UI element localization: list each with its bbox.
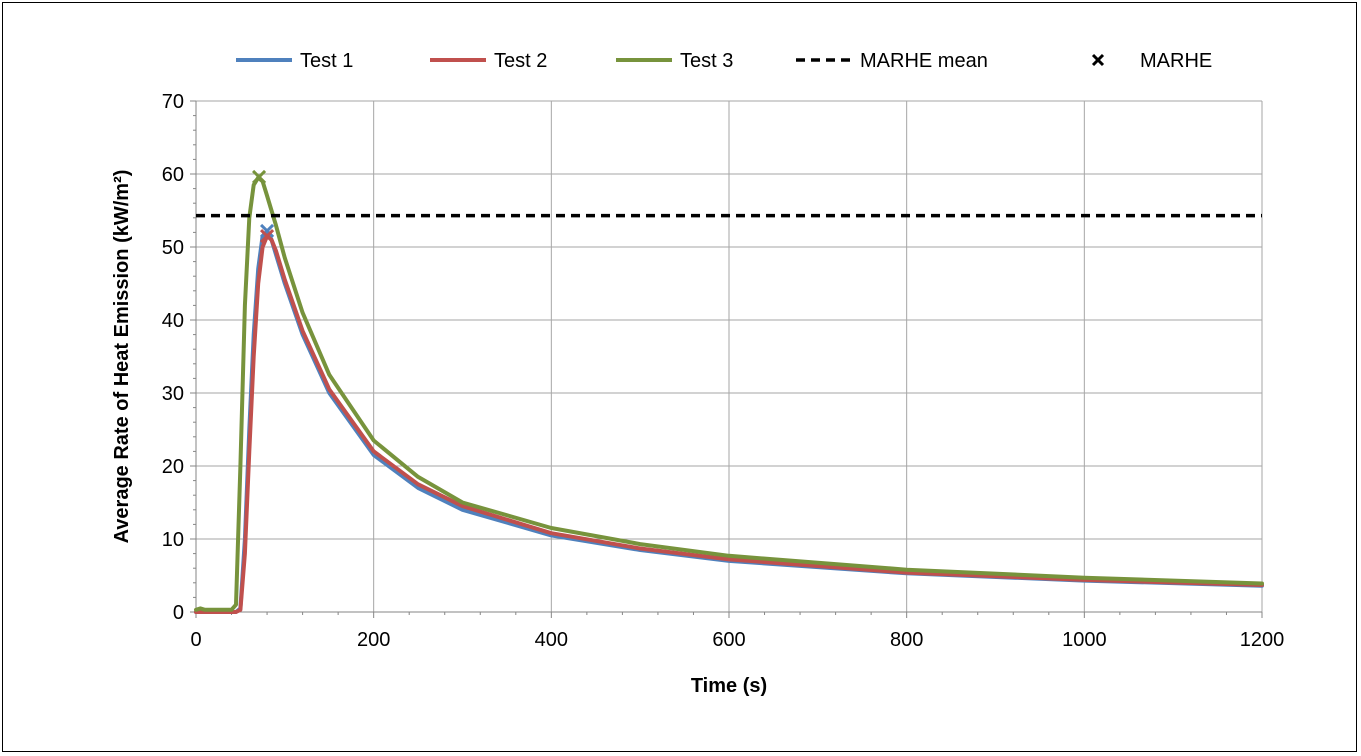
x-tick-labels: 0 200 400 600 800 1000 1200 (190, 629, 1284, 651)
marker-stroke (252, 169, 267, 184)
marker-stroke (260, 223, 275, 239)
x-tick-label: 0 (190, 629, 201, 651)
grid-lines (196, 100, 1263, 612)
legend-item-2: Test 2 (430, 50, 547, 72)
y-tick-label: 10 (162, 529, 184, 551)
marhe-marker-1 (260, 223, 275, 239)
marker-stroke (260, 228, 275, 244)
y-tick-label: 40 (162, 310, 184, 332)
legend: Test 1 Test 2 Test 3 MARHE mean MARHE (236, 50, 1212, 72)
x-tick-label: 400 (535, 629, 568, 651)
y-tick-labels: 0 10 20 30 40 50 60 70 (162, 91, 184, 624)
legend-label: Test 2 (494, 50, 547, 72)
y-tick-label: 30 (162, 383, 184, 405)
series-line-3 (194, 175, 1264, 612)
x-tick-label: 1200 (1240, 629, 1285, 651)
x-tick-label: 200 (357, 629, 390, 651)
x-axis-title: Time (s) (691, 675, 767, 697)
x-tick-label: 600 (712, 629, 745, 651)
x-tick-label: 800 (890, 629, 923, 651)
marhe-marker-2 (260, 228, 275, 244)
axes (190, 100, 1263, 618)
y-tick-label: 60 (162, 164, 184, 186)
marhe-markers (252, 169, 275, 244)
legend-label: Test 1 (300, 50, 353, 72)
legend-label: MARHE mean (860, 50, 988, 72)
y-tick-label: 70 (162, 91, 184, 113)
legend-label: Test 3 (680, 50, 733, 72)
legend-item-5: MARHE (1091, 50, 1212, 72)
legend-item-3: Test 3 (616, 50, 733, 72)
x-tick-label: 1000 (1062, 629, 1107, 651)
y-axis-title: Average Rate of Heat Emission (kW/m²) (111, 170, 133, 544)
legend-item-4: MARHE mean (796, 50, 988, 72)
legend-label: MARHE (1140, 50, 1212, 72)
y-tick-label: 0 (173, 602, 184, 624)
y-tick-label: 20 (162, 456, 184, 478)
marhe-marker-3 (252, 169, 267, 184)
legend-item-1: Test 1 (236, 50, 353, 72)
legend-swatch (1091, 53, 1105, 67)
y-tick-label: 50 (162, 237, 184, 259)
